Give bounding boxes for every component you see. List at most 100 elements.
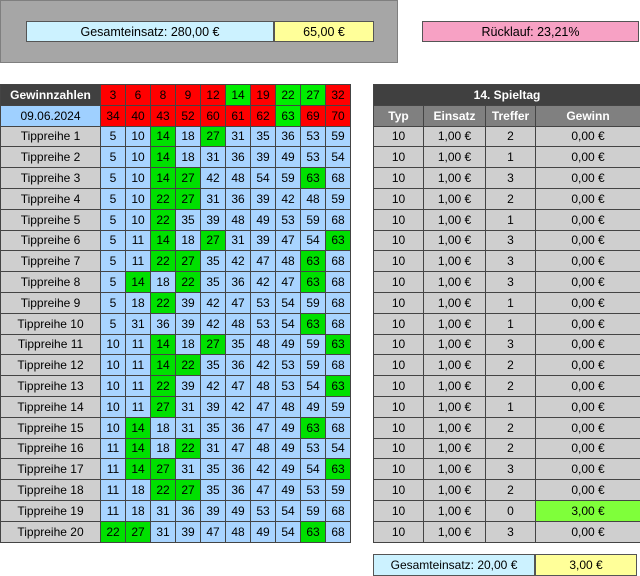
tip-number-cell: 31 <box>200 146 226 169</box>
tip-row-label: Tippreihe 2 <box>0 146 101 169</box>
tip-row: Tippreihe 20 22 27 31 39 47 48 49 54 63 68 <box>0 520 351 543</box>
tip-number-cell: 36 <box>175 499 201 522</box>
result-row: 10 1,00 €2 0,00 € <box>373 354 640 377</box>
tip-number-cell: 54 <box>300 375 326 397</box>
tip-number-cell: 5 <box>100 250 126 273</box>
tip-number-cell: 5 <box>100 187 126 210</box>
tip-number-cell: 18 <box>125 499 151 522</box>
tip-number-cell: 49 <box>275 479 301 501</box>
result-treffer-cell: 2 <box>485 416 536 439</box>
tip-number-cell: 11 <box>125 333 151 356</box>
tip-number-cell: 59 <box>300 291 326 314</box>
tip-number-cell: 18 <box>125 291 151 314</box>
result-typ-cell: 10 <box>373 479 424 501</box>
tip-number-cell: 14 <box>150 354 176 377</box>
tip-number-cell: 35 <box>200 416 226 439</box>
result-gewinn-cell: 0,00 € <box>534 167 640 189</box>
tip-number-cell: 31 <box>200 437 226 460</box>
tip-number-cell: 10 <box>125 125 151 148</box>
tip-number-cell: 63 <box>300 520 326 543</box>
tip-number-cell: 42 <box>250 354 276 377</box>
result-gewinn-cell: 0,00 € <box>534 416 640 439</box>
column-header-typ: Typ <box>373 104 424 127</box>
tip-number-cell: 54 <box>300 229 326 252</box>
tip-number-cell: 36 <box>275 125 301 148</box>
tip-number-cell: 10 <box>125 167 151 189</box>
tip-number-cell: 10 <box>100 333 126 356</box>
result-row: 10 1,00 €1 0,00 € <box>373 146 640 169</box>
tip-number-cell: 54 <box>300 458 326 481</box>
tip-row-label: Tippreihe 13 <box>0 375 101 397</box>
tip-number-cell: 59 <box>325 125 351 148</box>
winning-number-cell: 3 <box>100 84 126 106</box>
result-treffer-cell: 3 <box>485 229 536 252</box>
tip-row: Tippreihe 15 10 14 18 31 35 36 47 49 63 68 <box>0 416 351 439</box>
winning-number-cell: 34 <box>100 104 126 127</box>
tip-number-cell: 36 <box>225 416 251 439</box>
tip-number-cell: 31 <box>175 458 201 481</box>
result-row: 10 1,00 €3 0,00 € <box>373 271 640 293</box>
tip-number-cell: 63 <box>300 312 326 335</box>
tip-number-cell: 47 <box>250 395 276 418</box>
tip-number-cell: 48 <box>250 333 276 356</box>
tip-number-cell: 27 <box>200 125 226 148</box>
tip-number-cell: 36 <box>150 312 176 335</box>
tip-number-cell: 53 <box>300 146 326 169</box>
result-typ-cell: 10 <box>373 499 424 522</box>
result-einsatz-cell: 1,00 € <box>423 208 486 231</box>
result-treffer-cell: 1 <box>485 395 536 418</box>
winning-number-cell: 19 <box>250 84 276 106</box>
result-treffer-cell: 1 <box>485 146 536 169</box>
tip-number-cell: 68 <box>325 416 351 439</box>
tip-number-cell: 10 <box>100 375 126 397</box>
winning-number-cell: 62 <box>250 104 276 127</box>
winning-number-cell: 60 <box>200 104 226 127</box>
result-gewinn-cell: 0,00 € <box>534 437 640 460</box>
tip-number-cell: 5 <box>100 146 126 169</box>
tip-number-cell: 14 <box>125 271 151 293</box>
tip-number-cell: 48 <box>250 375 276 397</box>
tip-number-cell: 11 <box>100 479 126 501</box>
result-einsatz-cell: 1,00 € <box>423 416 486 439</box>
result-gewinn-cell: 0,00 € <box>534 458 640 481</box>
matchday-title: 14. Spieltag <box>372 84 640 106</box>
tip-number-cell: 10 <box>125 208 151 231</box>
tip-number-cell: 39 <box>175 375 201 397</box>
result-typ-cell: 10 <box>373 125 424 148</box>
tip-number-cell: 22 <box>175 354 201 377</box>
result-row: 10 1,00 €3 0,00 € <box>373 250 640 273</box>
result-typ-cell: 10 <box>373 437 424 460</box>
tip-row: Tippreihe 2 5 10 14 18 31 36 39 49 53 54 <box>0 146 351 169</box>
result-einsatz-cell: 1,00 € <box>423 250 486 273</box>
tip-number-cell: 59 <box>300 333 326 356</box>
tip-number-cell: 49 <box>275 416 301 439</box>
result-row: 10 1,00 €1 0,00 € <box>373 208 640 231</box>
tip-number-cell: 63 <box>300 250 326 273</box>
tip-row: Tippreihe 5 5 10 22 35 39 48 49 53 59 68 <box>0 208 351 231</box>
tip-number-cell: 27 <box>150 395 176 418</box>
column-header-gewinn: Gewinn <box>534 104 640 127</box>
tip-number-cell: 22 <box>150 187 176 210</box>
result-treffer-cell: 2 <box>485 479 536 501</box>
tip-number-cell: 49 <box>225 499 251 522</box>
tip-number-cell: 54 <box>325 437 351 460</box>
tip-number-cell: 22 <box>150 250 176 273</box>
tip-number-cell: 35 <box>250 125 276 148</box>
tip-number-cell: 11 <box>100 458 126 481</box>
winning-number-cell: 32 <box>325 84 351 106</box>
result-treffer-cell: 3 <box>485 458 536 481</box>
tip-number-cell: 68 <box>325 167 351 189</box>
tip-number-cell: 47 <box>225 375 251 397</box>
tip-number-cell: 53 <box>300 125 326 148</box>
draw-date: 09.06.2024 <box>0 104 101 127</box>
tip-number-cell: 49 <box>275 146 301 169</box>
tip-number-cell: 49 <box>275 437 301 460</box>
tip-number-cell: 47 <box>200 520 226 543</box>
tip-number-cell: 10 <box>125 146 151 169</box>
tip-number-cell: 31 <box>175 416 201 439</box>
tip-row: Tippreihe 9 5 18 22 39 42 47 53 54 59 68 <box>0 291 351 314</box>
tip-number-cell: 27 <box>175 187 201 210</box>
tip-number-cell: 18 <box>175 125 201 148</box>
result-gewinn-cell: 0,00 € <box>534 520 640 543</box>
tip-number-cell: 11 <box>125 354 151 377</box>
